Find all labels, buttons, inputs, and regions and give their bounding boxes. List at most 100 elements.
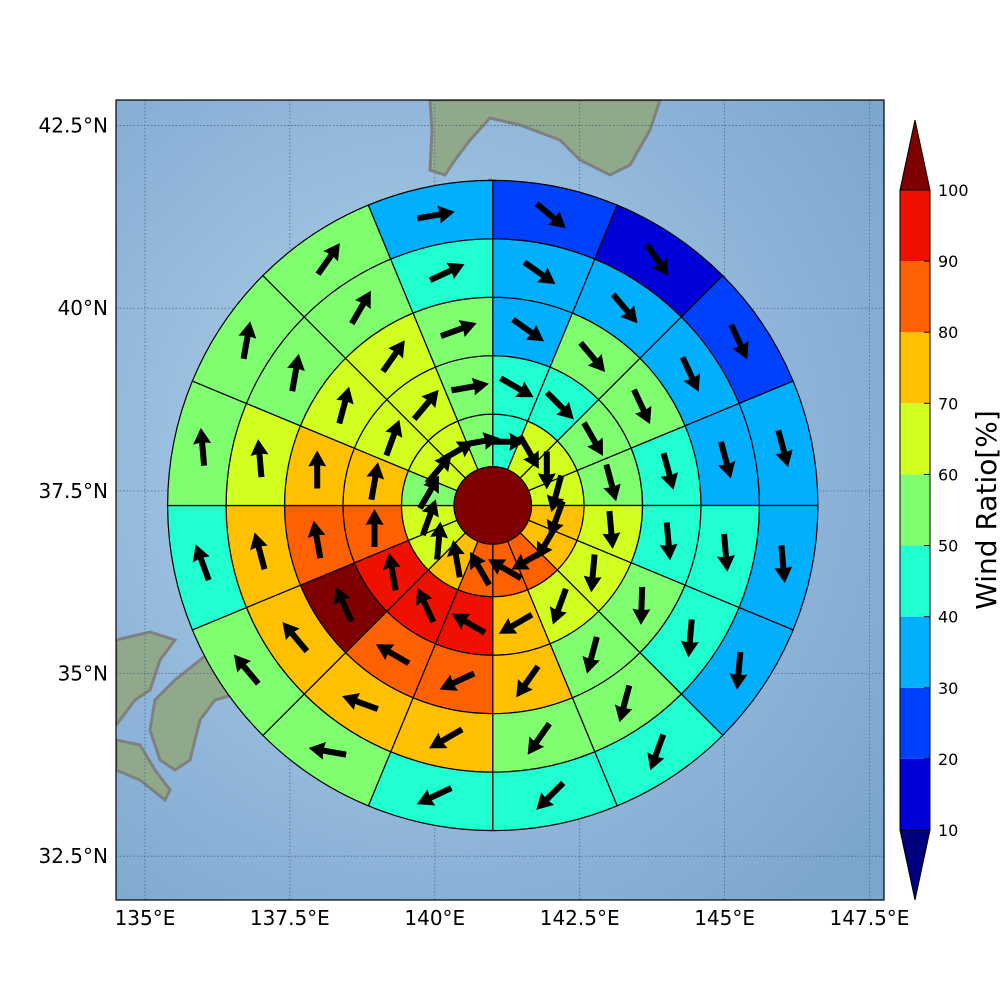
wind-arrow — [610, 292, 638, 324]
wind-arrow — [498, 612, 534, 634]
wind-arrow — [375, 644, 411, 666]
wind-arrow — [380, 340, 405, 374]
wind-arrow — [728, 323, 749, 360]
center-cell — [453, 466, 533, 545]
latitude-labels: 32.5°N 35°N 37.5°N 40°N 42.5°N — [39, 114, 109, 869]
wind-arrow — [527, 721, 552, 755]
wind-arrow — [415, 587, 437, 624]
colorbar-segment — [900, 545, 930, 617]
wind-arrow — [582, 636, 600, 674]
wind-ratio-cell — [367, 179, 494, 260]
wind-arrow — [0, 0, 9, 18]
wind-arrow — [233, 654, 261, 686]
map-frame — [115, 99, 885, 901]
longitude-tick-label: 137.5°E — [250, 906, 330, 930]
longitude-tick-label: 145°E — [694, 906, 755, 930]
wind-arrow — [382, 552, 401, 591]
wind-vectors — [0, 0, 793, 810]
latitude-tick-label: 35°N — [58, 662, 108, 686]
wind-arrow — [0, 0, 9, 18]
wind-arrow — [411, 389, 439, 421]
colorbar-tick-label: 80 — [938, 323, 958, 342]
wind-arrow — [511, 317, 545, 342]
wind-arrow — [536, 780, 566, 810]
wind-arrow — [679, 355, 701, 392]
colorbar-label: Wind Ratio[%] — [970, 410, 1000, 610]
land-shikoku-kyushu — [116, 630, 178, 728]
colorbar-segment — [900, 403, 930, 475]
latitude-tick-label: 32.5°N — [39, 844, 109, 868]
wind-arrow — [349, 290, 371, 326]
map-panel — [0, 0, 885, 901]
wind-arrow — [238, 321, 257, 360]
wind-arrow — [0, 0, 9, 18]
wind-arrow — [336, 386, 354, 425]
colorbar-segment — [900, 687, 930, 759]
wind-arrow — [470, 551, 492, 587]
wind-arrow — [447, 539, 465, 578]
wind-arrow — [644, 242, 669, 276]
wind-arrow — [424, 454, 452, 486]
longitude-tick-label: 135°E — [115, 906, 176, 930]
latitude-tick-label: 40°N — [58, 296, 108, 320]
colorbar-segment — [900, 261, 930, 333]
wind-arrow — [287, 353, 305, 392]
wind-arrow — [647, 733, 667, 771]
land-kii — [116, 738, 172, 803]
wind-arrow — [417, 475, 439, 510]
wind-arrow — [416, 205, 455, 224]
wind-arrow — [461, 432, 500, 450]
wind-arrow — [583, 554, 602, 593]
wind-arrow — [0, 0, 9, 18]
longitude-labels: 135°E 137.5°E 140°E 142.5°E 145°E 147.5°E — [115, 906, 910, 930]
colorbar-tick-label: 20 — [938, 750, 958, 769]
colorbar-tick-label: 10 — [938, 821, 958, 840]
colorbar-over-triangle — [899, 119, 931, 191]
colorbar-segment — [900, 758, 930, 830]
wind-arrow — [0, 0, 9, 18]
wind-arrow — [717, 440, 736, 479]
wind-arrow — [451, 613, 487, 636]
wind-arrow — [0, 0, 9, 18]
wind-arrow — [603, 463, 621, 502]
colorbar-tick-label: 70 — [938, 394, 958, 413]
wind-arrow — [511, 547, 546, 570]
wind-arrow — [282, 622, 310, 654]
wind-arrow — [0, 0, 9, 18]
wind-arrow — [430, 521, 449, 560]
colorbar-frame — [899, 189, 931, 831]
wind-arrow — [342, 693, 379, 712]
wind-arrow — [488, 559, 523, 581]
colorbar-segment — [900, 332, 930, 404]
wind-arrow — [729, 651, 748, 690]
colorbar-tick-label: 100 — [938, 181, 969, 200]
wind-arrow — [544, 390, 574, 420]
wind-arrow — [450, 377, 489, 396]
wind-arrow — [0, 0, 9, 18]
wind-arrow — [775, 429, 793, 468]
wind-arrow — [0, 0, 9, 18]
colorbar-segment — [900, 190, 930, 262]
colorbar-tick-label: 40 — [938, 608, 958, 627]
latitude-tick-label: 37.5°N — [39, 479, 109, 503]
colorbar-tick-label: 50 — [938, 537, 958, 556]
wind-arrow — [517, 434, 539, 469]
wind-arrow — [549, 587, 569, 625]
colorbar-under-triangle — [899, 829, 931, 901]
longitude-tick-label: 147.5°E — [830, 906, 910, 930]
colorbar-tick-label: 90 — [938, 252, 958, 271]
colorbar-tick-label: 60 — [938, 465, 958, 484]
colorbar-segment — [900, 616, 930, 688]
wind-arrow — [366, 462, 385, 501]
wind-arrow — [581, 421, 603, 456]
wind-arrow — [420, 499, 439, 537]
wind-arrow — [334, 586, 355, 623]
wind-arrow — [660, 452, 679, 490]
wind-arrow — [578, 340, 606, 372]
wind-arrow — [192, 544, 212, 582]
wind-arrow — [439, 670, 476, 691]
wind-arrow — [717, 533, 735, 572]
wind-arrow — [416, 785, 453, 806]
wind-arrow — [487, 432, 526, 451]
